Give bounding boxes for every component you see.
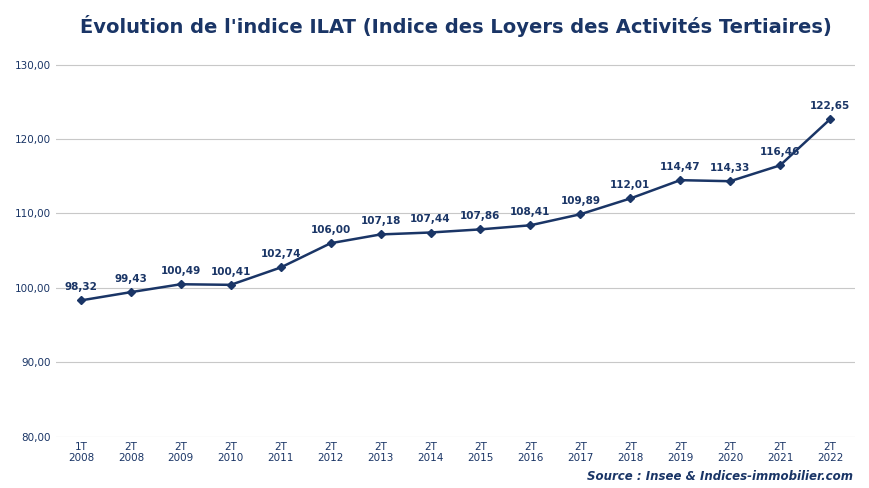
Text: 100,49: 100,49 [161, 266, 201, 276]
Text: 106,00: 106,00 [310, 225, 350, 235]
Text: 112,01: 112,01 [609, 180, 650, 190]
Text: 122,65: 122,65 [809, 101, 849, 111]
Text: 116,46: 116,46 [759, 147, 799, 157]
Text: 107,86: 107,86 [460, 211, 500, 221]
Title: Évolution de l'indice ILAT (Indice des Loyers des Activités Tertiaires): Évolution de l'indice ILAT (Indice des L… [80, 15, 831, 37]
Text: 108,41: 108,41 [509, 207, 550, 217]
Text: 98,32: 98,32 [64, 282, 97, 292]
Text: 107,18: 107,18 [360, 216, 401, 226]
Text: 109,89: 109,89 [560, 196, 600, 206]
Text: 107,44: 107,44 [410, 214, 450, 224]
Text: 114,47: 114,47 [660, 162, 700, 172]
Text: 100,41: 100,41 [210, 266, 250, 277]
Text: Source : Insee & Indices-immobilier.com: Source : Insee & Indices-immobilier.com [586, 470, 852, 483]
Text: 99,43: 99,43 [115, 274, 147, 284]
Text: 102,74: 102,74 [260, 249, 301, 259]
Text: 114,33: 114,33 [709, 163, 749, 173]
